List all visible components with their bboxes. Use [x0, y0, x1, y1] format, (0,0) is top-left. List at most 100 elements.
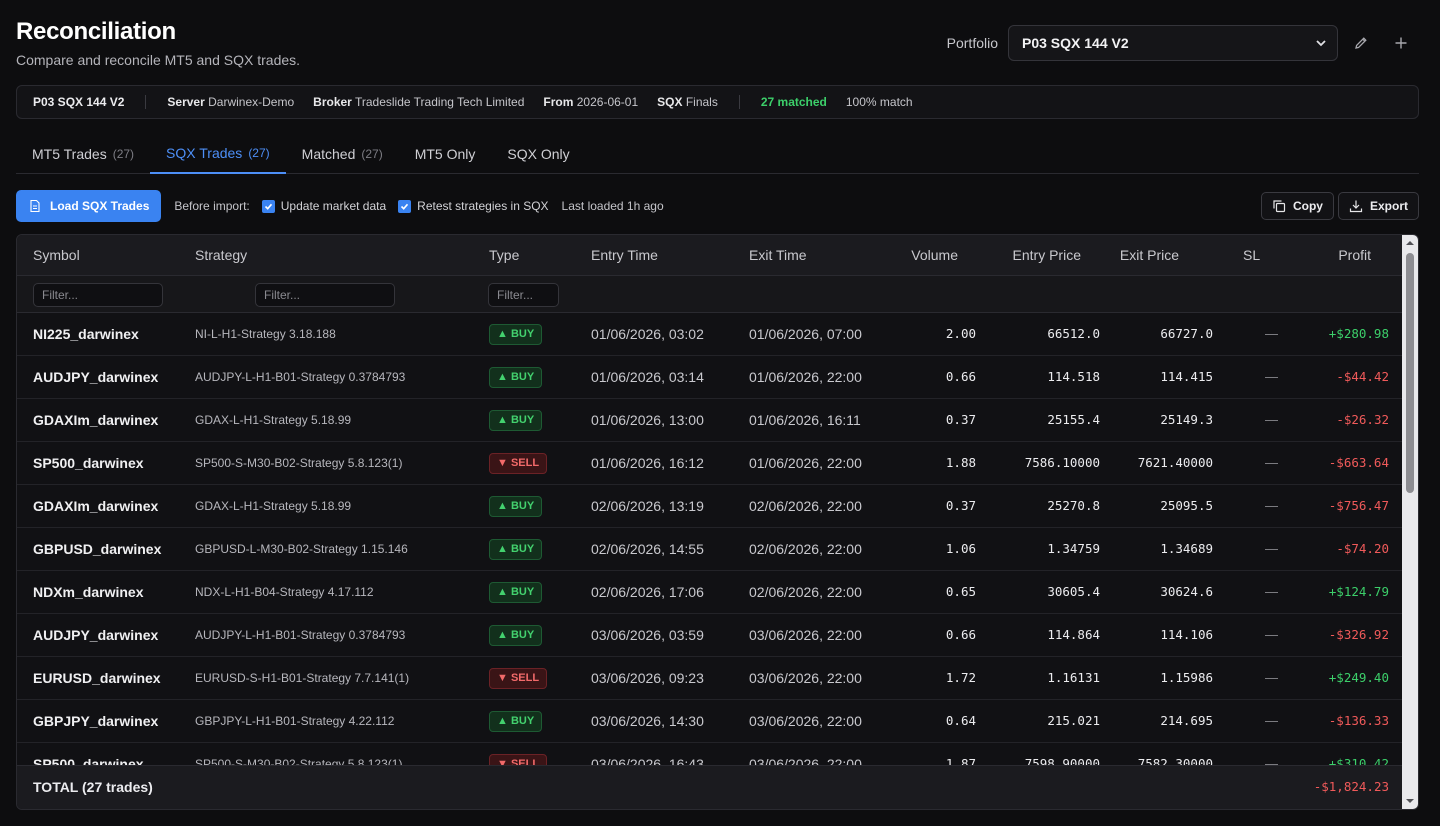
exit-price-cell: 114.415 — [1160, 369, 1213, 384]
table-row[interactable]: EURUSD_darwinex EURUSD-S-H1-B01-Strategy … — [17, 657, 1403, 700]
load-sqx-trades-button[interactable]: Load SQX Trades — [16, 190, 162, 222]
exit-time-cell: 01/06/2026, 22:00 — [749, 455, 862, 471]
symbol-cell: NDXm_darwinex — [33, 584, 144, 600]
exit-time-cell: 03/06/2026, 22:00 — [749, 713, 862, 729]
table-row[interactable]: NDXm_darwinex NDX-L-H1-B04-Strategy 4.17.… — [17, 571, 1403, 614]
strategy-cell: NI-L-H1-Strategy 3.18.188 — [195, 327, 336, 341]
entry-time-cell: 03/06/2026, 14:30 — [591, 713, 704, 729]
exit-time-cell: 02/06/2026, 22:00 — [749, 541, 862, 557]
col-profit[interactable]: Profit — [1338, 247, 1371, 263]
entry-time-cell: 02/06/2026, 17:06 — [591, 584, 704, 600]
filter-row: Filter... Filter... Filter... — [17, 276, 1403, 313]
table-row[interactable]: AUDJPY_darwinex AUDJPY-L-H1-B01-Strategy … — [17, 614, 1403, 657]
portfolio-selector: Portfolio P03 SQX 144 V2 — [947, 25, 1418, 61]
col-entry-price[interactable]: Entry Price — [1012, 247, 1081, 263]
scrollbar-thumb[interactable] — [1406, 253, 1414, 493]
profit-cell: -$663.64 — [1328, 455, 1389, 470]
strategy-cell: GBPUSD-L-M30-B02-Strategy 1.15.146 — [195, 542, 408, 556]
type-filter-input[interactable]: Filter... — [488, 283, 559, 307]
scroll-up-icon[interactable] — [1405, 238, 1415, 248]
buy-badge: ▲ BUY — [489, 367, 543, 388]
portfolio-select[interactable]: P03 SQX 144 V2 — [1008, 25, 1338, 61]
col-volume[interactable]: Volume — [911, 247, 958, 263]
trades-table: Symbol Strategy Type Entry Time Exit Tim… — [16, 234, 1419, 810]
tab-mt5-trades[interactable]: MT5 Trades (27) — [32, 146, 135, 162]
copy-button[interactable]: Copy — [1260, 192, 1334, 220]
tab-sqx-trades[interactable]: SQX Trades (27) — [150, 134, 286, 174]
sl-cell: — — [1265, 627, 1278, 642]
file-icon — [30, 199, 40, 213]
exit-price-cell: 25095.5 — [1160, 498, 1213, 513]
add-portfolio-button[interactable] — [1384, 26, 1418, 60]
sl-cell: — — [1265, 369, 1278, 384]
tab-sqx-only[interactable]: SQX Only — [507, 146, 570, 162]
symbol-cell: AUDJPY_darwinex — [33, 627, 159, 643]
symbol-filter-input[interactable]: Filter... — [33, 283, 163, 307]
matched-count: 27 matched — [760, 95, 827, 109]
copy-icon — [1273, 200, 1286, 213]
tab-mt5-only[interactable]: MT5 Only — [414, 146, 476, 162]
col-type[interactable]: Type — [489, 247, 520, 263]
buy-badge: ▲ BUY — [489, 324, 543, 345]
exit-price-cell: 1.15986 — [1160, 670, 1213, 685]
exit-time-cell: 01/06/2026, 07:00 — [749, 326, 862, 342]
strategy-cell: GDAX-L-H1-Strategy 5.18.99 — [195, 413, 352, 427]
profit-cell: -$756.47 — [1328, 498, 1389, 513]
entry-price-cell: 114.864 — [1047, 627, 1100, 642]
before-import-label: Before import: — [174, 199, 250, 213]
symbol-cell: GBPUSD_darwinex — [33, 541, 162, 557]
entry-time-cell: 01/06/2026, 03:02 — [591, 326, 704, 342]
entry-price-cell: 215.021 — [1047, 713, 1100, 728]
col-symbol[interactable]: Symbol — [33, 247, 80, 263]
table-row[interactable]: NI225_darwinex NI-L-H1-Strategy 3.18.188 ▲… — [17, 313, 1403, 356]
table-row[interactable]: GDAXIm_darwinex GDAX-L-H1-Strategy 5.18.9… — [17, 485, 1403, 528]
buy-badge: ▲ BUY — [489, 582, 543, 603]
table-row[interactable]: GDAXIm_darwinex GDAX-L-H1-Strategy 5.18.9… — [17, 399, 1403, 442]
table-row[interactable]: AUDJPY_darwinex AUDJPY-L-H1-B01-Strategy … — [17, 356, 1403, 399]
profit-cell: -$26.32 — [1336, 412, 1389, 427]
col-exit-time[interactable]: Exit Time — [749, 247, 807, 263]
buy-badge: ▲ BUY — [489, 539, 543, 560]
strategy-filter-input[interactable]: Filter... — [255, 283, 395, 307]
volume-cell: 0.37 — [945, 498, 976, 513]
buy-badge: ▲ BUY — [489, 625, 543, 646]
symbol-cell: GDAXIm_darwinex — [33, 412, 159, 428]
table-row[interactable]: GBPJPY_darwinex GBPJPY-L-H1-B01-Strategy … — [17, 700, 1403, 743]
entry-time-cell: 01/06/2026, 13:00 — [591, 412, 704, 428]
strategy-cell: GBPJPY-L-H1-B01-Strategy 4.22.112 — [195, 714, 395, 728]
info-sqx: SQX Finals — [657, 95, 718, 109]
export-button[interactable]: Export — [1337, 192, 1419, 220]
col-sl[interactable]: SL — [1243, 247, 1261, 263]
exit-price-cell: 66727.0 — [1160, 326, 1213, 341]
col-entry-time[interactable]: Entry Time — [591, 247, 658, 263]
volume-cell: 1.88 — [945, 455, 976, 470]
volume-cell: 0.65 — [945, 584, 976, 599]
info-server: Server Darwinex-Demo — [167, 95, 295, 109]
profit-cell: -$326.92 — [1328, 627, 1389, 642]
info-portfolio: P03 SQX 144 V2 — [33, 95, 125, 109]
type-cell: ▼ SELL — [489, 667, 548, 689]
col-strategy[interactable]: Strategy — [195, 247, 248, 263]
entry-price-cell: 1.34759 — [1047, 541, 1100, 556]
page-title: Reconciliation — [16, 18, 176, 45]
exit-price-cell: 30624.6 — [1160, 584, 1213, 599]
exit-price-cell: 114.106 — [1160, 627, 1213, 642]
scroll-down-icon[interactable] — [1405, 796, 1415, 806]
exit-price-cell: 1.34689 — [1160, 541, 1213, 556]
table-row[interactable]: SP500_darwinex SP500-S-M30-B02-Strategy 5… — [17, 743, 1403, 765]
entry-time-cell: 01/06/2026, 16:12 — [591, 455, 704, 471]
retest-strategies-checkbox[interactable]: Retest strategies in SQX — [398, 199, 549, 213]
table-body: NI225_darwinex NI-L-H1-Strategy 3.18.188 ▲… — [17, 313, 1403, 765]
col-exit-price[interactable]: Exit Price — [1119, 247, 1179, 263]
divider — [145, 95, 147, 109]
strategy-cell: SP500-S-M30-B02-Strategy 5.8.123(1) — [195, 456, 403, 470]
table-row[interactable]: GBPUSD_darwinex GBPUSD-L-M30-B02-Strategy… — [17, 528, 1403, 571]
sl-cell: — — [1265, 541, 1278, 556]
update-market-data-checkbox[interactable]: Update market data — [261, 199, 386, 213]
table-row[interactable]: SP500_darwinex SP500-S-M30-B02-Strategy 5… — [17, 442, 1403, 485]
entry-price-cell: 7598.90000 — [1024, 756, 1100, 765]
tab-matched[interactable]: Matched (27) — [301, 146, 383, 162]
table-scrollbar[interactable] — [1402, 235, 1418, 809]
edit-portfolio-button[interactable] — [1344, 26, 1378, 60]
sl-cell: — — [1265, 412, 1278, 427]
